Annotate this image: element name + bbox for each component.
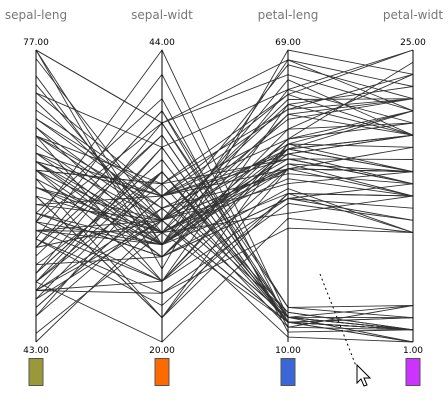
axis-title: sepal-widt <box>131 8 193 22</box>
record-line <box>35 61 414 246</box>
record-line <box>35 202 414 294</box>
record-line <box>35 49 414 124</box>
record-line <box>35 122 414 258</box>
record-line <box>35 158 414 233</box>
record-line <box>35 207 414 343</box>
record-line <box>35 58 414 222</box>
axis-min-label: 20.00 <box>149 346 175 356</box>
record-line <box>35 171 414 221</box>
record-line <box>35 143 414 319</box>
axis-min-label: 1.00 <box>402 346 424 356</box>
axis-title: sepal-leng <box>4 8 68 22</box>
record-line <box>35 49 414 124</box>
axis-title: petal-leng <box>257 8 319 22</box>
axis-title: petal-widt <box>382 8 444 22</box>
record-line <box>35 134 414 221</box>
record-line <box>35 161 414 234</box>
record-line <box>35 49 414 148</box>
mouse-pointer-icon <box>356 363 372 387</box>
record-line <box>35 49 414 185</box>
record-line <box>35 135 414 209</box>
axis-max-label: 44.00 <box>149 38 175 48</box>
record-line <box>35 49 414 246</box>
record-line <box>35 227 414 294</box>
axis-max-label: 69.00 <box>275 38 301 48</box>
record-line <box>35 110 414 246</box>
record-line <box>35 217 414 343</box>
record-line <box>35 110 414 282</box>
record-line <box>35 146 414 343</box>
record-line <box>35 92 414 197</box>
record-line <box>35 122 414 319</box>
record-line <box>35 168 414 246</box>
record-line <box>35 186 414 246</box>
brush-stroke <box>319 273 357 367</box>
record-line <box>35 148 414 282</box>
record-line <box>35 219 414 343</box>
axis-color-swatch[interactable] <box>154 358 170 386</box>
axis-color-swatch[interactable] <box>280 358 296 386</box>
record-line <box>35 98 414 221</box>
record-line <box>35 122 414 258</box>
axis-color-swatch[interactable] <box>28 358 44 386</box>
record-line <box>35 79 414 234</box>
record-line <box>35 168 414 248</box>
record-line <box>35 152 414 246</box>
record-line <box>35 134 414 246</box>
record-line <box>35 198 414 282</box>
record-line <box>35 73 414 197</box>
axis-min-label: 10.00 <box>275 346 301 356</box>
record-line <box>35 75 414 246</box>
record-line <box>35 135 414 221</box>
axis-max-label: 77.00 <box>23 38 49 48</box>
axis-min-label: 43.00 <box>23 346 49 356</box>
record-line <box>35 231 414 334</box>
record-line <box>35 49 414 318</box>
record-line <box>35 134 414 331</box>
axis-color-swatch[interactable] <box>405 358 421 386</box>
axis-max-label: 25.00 <box>400 38 426 48</box>
